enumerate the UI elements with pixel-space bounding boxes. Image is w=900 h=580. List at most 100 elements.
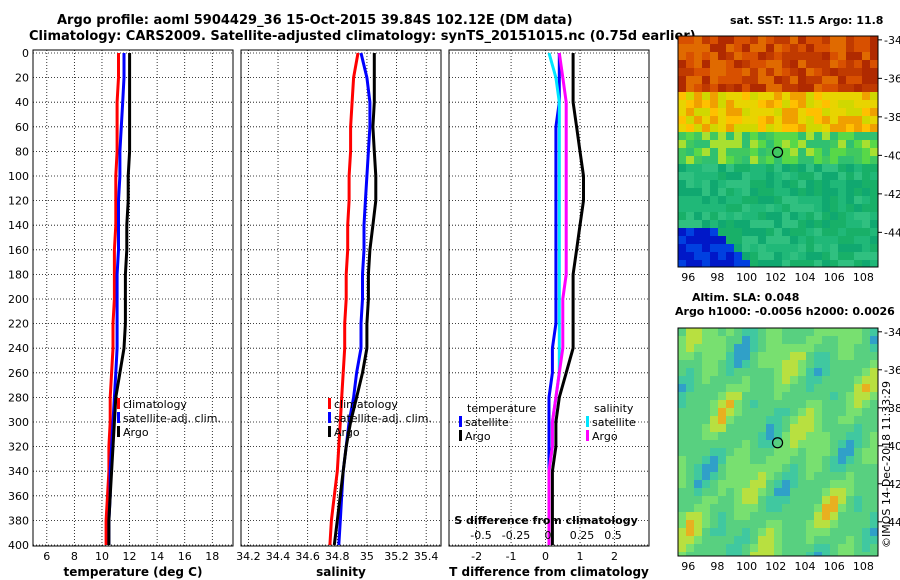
sla-map-heatmap-cell [798, 464, 806, 472]
sst-map-heatmap-cell [758, 228, 766, 236]
sst-map-heatmap-cell [830, 108, 838, 116]
temperature-series-line [104, 53, 120, 545]
sla-map-heatmap-cell [750, 552, 758, 556]
sla-map-heatmap-cell [718, 424, 726, 432]
sst-map-heatmap-cell [774, 92, 782, 100]
sla-map-heatmap-cell [806, 416, 814, 424]
sla-map-heatmap-cell [766, 368, 774, 376]
sla-map-heatmap-cell [758, 472, 766, 480]
sst-map-heatmap-cell [734, 212, 742, 220]
sst-map-heatmap-cell [830, 100, 838, 108]
sst-map-heatmap-cell [750, 204, 758, 212]
sla-map-heatmap-cell [750, 352, 758, 360]
sla-map-heatmap-cell [790, 456, 798, 464]
sla-map-heatmap-cell [702, 512, 710, 520]
sst-map-heatmap-cell [694, 244, 702, 252]
sla-map-heatmap-cell [718, 336, 726, 344]
sla-map-heatmap-cell [686, 472, 694, 480]
sla-map-heatmap-cell [686, 408, 694, 416]
sst-map-heatmap-cell [838, 116, 846, 124]
sst-map-heatmap-cell [870, 116, 878, 124]
sst-map-xtick-label: 100 [736, 271, 757, 284]
sst-map-heatmap-cell [718, 124, 726, 132]
sst-map-heatmap-cell [862, 244, 870, 252]
sst-map-heatmap-cell [798, 68, 806, 76]
sla-map-heatmap-cell [686, 504, 694, 512]
sst-map-heatmap-cell [678, 172, 686, 180]
sst-map-heatmap-cell [822, 164, 830, 172]
sst-map-heatmap-cell [742, 84, 750, 92]
sla-map-heatmap-cell [718, 344, 726, 352]
sla-map-heatmap-cell [870, 392, 878, 400]
sla-map-heatmap-cell [758, 408, 766, 416]
sst-map-heatmap-cell [862, 44, 870, 52]
sst-map-heatmap-cell [718, 244, 726, 252]
sst-map-heatmap-cell [686, 212, 694, 220]
sst-map-heatmap-cell [742, 156, 750, 164]
sst-map-heatmap-cell [742, 212, 750, 220]
sst-map-heatmap-cell [822, 244, 830, 252]
sst-map-heatmap-cell [686, 260, 694, 267]
sla-map-heatmap-cell [814, 344, 822, 352]
sla-map-heatmap-cell [846, 376, 854, 384]
sla-map-heatmap-cell [806, 456, 814, 464]
sla-map-heatmap-cell [830, 544, 838, 552]
sla-map-heatmap-cell [686, 416, 694, 424]
sst-map-heatmap-cell [758, 260, 766, 267]
sla-map-heatmap-cell [870, 352, 878, 360]
sst-map-heatmap-cell [774, 156, 782, 164]
sst-map-heatmap-cell [710, 36, 718, 44]
sla-map-heatmap-cell [822, 544, 830, 552]
sla-map-heatmap-cell [870, 480, 878, 488]
sla-map-heatmap-cell [774, 520, 782, 528]
sla-map-heatmap-cell [814, 496, 822, 504]
sst-map-heatmap [678, 36, 878, 267]
sla-map-heatmap-cell [742, 384, 750, 392]
sla-map-heatmap-cell [726, 456, 734, 464]
temperature-xtick-label: 8 [71, 550, 78, 563]
sla-map-heatmap-cell [726, 400, 734, 408]
sla-map-heatmap-cell [694, 544, 702, 552]
sst-map-heatmap-cell [782, 116, 790, 124]
sla-map-heatmap-cell [790, 360, 798, 368]
temperature-xtick-label: 16 [178, 550, 192, 563]
sst-map-heatmap-cell [846, 244, 854, 252]
sla-map-heatmap-cell [782, 400, 790, 408]
sla-map-heatmap-cell [694, 392, 702, 400]
sla-map-heatmap-cell [846, 384, 854, 392]
sst-map-heatmap-cell [678, 204, 686, 212]
sst-map-heatmap-cell [798, 228, 806, 236]
sst-map-heatmap-cell [694, 220, 702, 228]
sla-map-heatmap-cell [686, 456, 694, 464]
sla-map-heatmap-cell [862, 448, 870, 456]
sst-map-heatmap-cell [750, 92, 758, 100]
sst-map-xtick-label: 106 [824, 271, 845, 284]
sla-map-heatmap-cell [734, 344, 742, 352]
sla-map-heatmap-cell [686, 528, 694, 536]
sst-map-heatmap-cell [686, 100, 694, 108]
sla-map-heatmap-cell [750, 384, 758, 392]
sla-map-heatmap-cell [718, 544, 726, 552]
sst-map-heatmap-cell [814, 164, 822, 172]
sst-map-heatmap-cell [806, 196, 814, 204]
sst-map-heatmap-cell [806, 92, 814, 100]
sst-map-heatmap-cell [718, 180, 726, 188]
sla-map-heatmap-cell [734, 544, 742, 552]
sst-map-heatmap-cell [782, 68, 790, 76]
sla-map-heatmap-cell [822, 400, 830, 408]
difference-legend-label: Argo [465, 430, 491, 443]
sst-map-heatmap-cell [758, 244, 766, 252]
sst-map-heatmap-cell [782, 92, 790, 100]
sla-map-heatmap-cell [718, 528, 726, 536]
sla-map-heatmap-cell [702, 552, 710, 556]
sst-map-heatmap-cell [870, 196, 878, 204]
sst-map-heatmap-cell [766, 124, 774, 132]
sla-map-heatmap-cell [686, 360, 694, 368]
sst-map-heatmap-cell [822, 68, 830, 76]
sst-map-heatmap-cell [798, 116, 806, 124]
sla-map-heatmap-cell [822, 480, 830, 488]
sst-map-heatmap-cell [774, 76, 782, 84]
sla-map-heatmap-cell [718, 504, 726, 512]
sst-map-heatmap-cell [686, 164, 694, 172]
depth-tick-label: 280 [8, 391, 29, 404]
